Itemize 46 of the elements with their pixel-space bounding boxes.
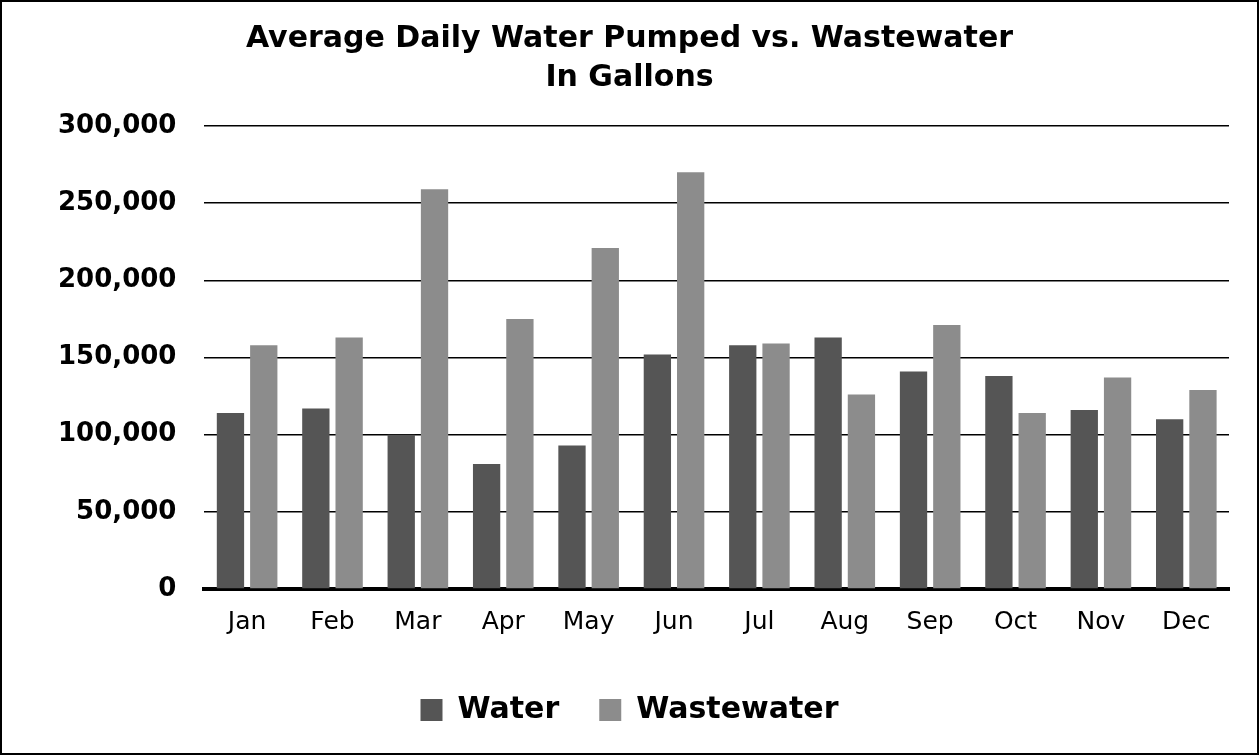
y-tick-label: 0 bbox=[158, 571, 177, 602]
y-tick-label: 250,000 bbox=[58, 185, 177, 216]
bar bbox=[643, 354, 672, 589]
bar bbox=[1156, 419, 1184, 589]
x-tick-label: Aug bbox=[820, 605, 870, 635]
bar bbox=[472, 463, 501, 589]
bar bbox=[933, 325, 961, 589]
legend-label: Water bbox=[457, 689, 560, 725]
bar bbox=[216, 413, 245, 589]
bar bbox=[762, 343, 790, 589]
y-tick-label: 50,000 bbox=[76, 494, 177, 525]
bar bbox=[899, 371, 928, 589]
y-tick-label: 300,000 bbox=[58, 108, 177, 139]
chart-title: Average Daily Water Pumped vs. Wastewater In Gallons bbox=[245, 19, 1014, 94]
x-tick-label: Apr bbox=[481, 605, 526, 635]
bar bbox=[591, 247, 619, 589]
x-tick-label: Jul bbox=[742, 605, 775, 635]
bar bbox=[335, 337, 363, 589]
x-tick-label: Mar bbox=[394, 605, 443, 635]
bar bbox=[729, 345, 757, 589]
y-tick-label: 150,000 bbox=[58, 340, 177, 371]
bar bbox=[1070, 409, 1098, 589]
x-tick-label: Oct bbox=[993, 605, 1038, 635]
x-tick-label: Sep bbox=[906, 605, 954, 635]
y-tick-label: 200,000 bbox=[58, 263, 177, 294]
bar bbox=[1189, 389, 1217, 589]
bar bbox=[677, 172, 705, 589]
bar bbox=[387, 434, 415, 589]
x-tick-label: Jun bbox=[652, 605, 694, 635]
bar bbox=[420, 189, 449, 589]
bar bbox=[250, 345, 278, 589]
x-tick-label: Jan bbox=[225, 605, 267, 635]
bar bbox=[1103, 377, 1132, 589]
x-tick-label: May bbox=[562, 605, 615, 635]
bar bbox=[847, 394, 876, 589]
bar bbox=[985, 376, 1013, 589]
bar bbox=[558, 445, 586, 589]
x-tick-label: Dec bbox=[1162, 605, 1211, 635]
bar bbox=[302, 408, 330, 589]
x-tick-label: Nov bbox=[1076, 605, 1126, 635]
y-tick-label: 100,000 bbox=[58, 417, 177, 448]
bar bbox=[506, 318, 534, 589]
bar bbox=[1018, 413, 1046, 589]
legend-label: Wastewater bbox=[636, 689, 839, 725]
x-tick-label: Feb bbox=[310, 605, 355, 635]
bar bbox=[814, 337, 842, 589]
